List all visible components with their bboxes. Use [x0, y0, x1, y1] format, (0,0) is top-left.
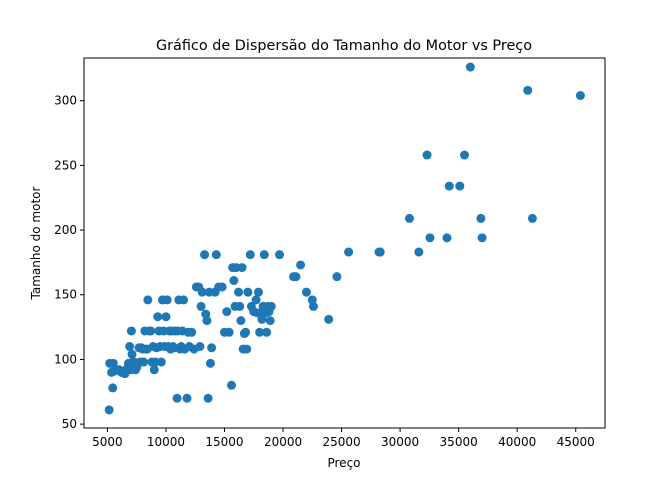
- data-point: [308, 301, 318, 311]
- data-point: [477, 233, 487, 243]
- data-point: [229, 276, 239, 286]
- data-point: [425, 233, 435, 243]
- x-tick-label: 5000: [92, 435, 123, 449]
- data-point: [414, 247, 424, 257]
- y-tick-label: 100: [54, 352, 77, 366]
- data-point: [143, 295, 153, 305]
- data-point: [149, 365, 159, 375]
- data-point: [172, 393, 182, 403]
- y-axis-label: Tamanho do motor: [29, 186, 43, 300]
- data-point: [241, 327, 251, 337]
- data-point: [251, 295, 261, 305]
- data-point: [332, 272, 342, 282]
- data-point: [444, 181, 454, 191]
- data-point: [245, 250, 255, 260]
- y-tick-label: 300: [54, 94, 77, 108]
- data-point: [255, 327, 265, 337]
- data-point: [108, 383, 118, 393]
- data-point: [179, 295, 189, 305]
- data-point: [153, 312, 163, 322]
- x-tick-label: 30000: [381, 435, 419, 449]
- data-point: [265, 316, 275, 326]
- data-point: [207, 343, 217, 353]
- x-axis-ticks: 5000 10000 15000 20000 25000 30000 35000 40000 4…: [92, 428, 595, 449]
- data-point: [161, 312, 171, 322]
- data-points: [104, 62, 585, 415]
- y-tick-label: 200: [54, 223, 77, 237]
- data-point: [296, 260, 306, 270]
- data-point: [200, 250, 210, 260]
- data-point: [187, 327, 197, 337]
- data-point: [236, 316, 246, 326]
- y-tick-label: 150: [54, 288, 77, 302]
- x-tick-label: 15000: [205, 435, 243, 449]
- plot-frame: [83, 57, 606, 429]
- data-point: [476, 213, 486, 223]
- data-point: [234, 287, 244, 297]
- x-tick-label: 20000: [264, 435, 302, 449]
- data-point: [442, 233, 452, 243]
- data-point: [404, 213, 414, 223]
- x-tick-label: 45000: [557, 435, 595, 449]
- x-tick-label: 40000: [498, 435, 536, 449]
- data-point: [275, 250, 285, 260]
- data-point: [217, 282, 227, 292]
- data-point: [259, 250, 269, 260]
- data-point: [237, 263, 247, 273]
- data-point: [222, 307, 232, 317]
- data-point: [523, 85, 533, 95]
- data-point: [262, 327, 272, 337]
- data-point: [104, 405, 114, 415]
- data-point: [146, 326, 156, 336]
- data-point: [253, 287, 263, 297]
- x-axis-label: Preço: [327, 456, 360, 470]
- data-point: [203, 393, 213, 403]
- data-point: [422, 150, 432, 160]
- data-point: [301, 287, 311, 297]
- data-point: [156, 357, 166, 367]
- data-point: [465, 62, 475, 72]
- y-axis-ticks: 50 100 150 200 250 300: [54, 94, 84, 431]
- data-point: [527, 213, 537, 223]
- data-point: [125, 341, 135, 351]
- data-point: [344, 247, 354, 257]
- data-point: [266, 301, 276, 311]
- chart-title: Gráfico de Dispersão do Tamanho do Motor…: [156, 38, 532, 54]
- data-point: [227, 380, 237, 390]
- x-tick-label: 25000: [322, 435, 360, 449]
- data-point: [460, 150, 470, 160]
- data-point: [196, 301, 206, 311]
- data-point: [211, 250, 221, 260]
- data-point: [224, 327, 234, 337]
- y-tick-label: 250: [54, 158, 77, 172]
- data-point: [162, 295, 172, 305]
- data-point: [127, 349, 137, 359]
- data-point: [205, 358, 215, 368]
- y-tick-label: 50: [62, 417, 77, 431]
- data-point: [243, 287, 253, 297]
- data-point: [182, 393, 192, 403]
- data-point: [324, 314, 334, 324]
- data-point: [139, 357, 149, 367]
- data-point: [195, 341, 205, 351]
- data-point: [202, 316, 212, 326]
- data-point: [291, 272, 301, 282]
- data-point: [375, 247, 385, 257]
- data-point: [575, 91, 585, 101]
- x-tick-label: 35000: [440, 435, 478, 449]
- data-point: [126, 326, 136, 336]
- data-point: [235, 301, 245, 311]
- data-point: [197, 287, 207, 297]
- data-point: [242, 344, 252, 354]
- x-tick-label: 10000: [147, 435, 185, 449]
- data-point: [455, 181, 465, 191]
